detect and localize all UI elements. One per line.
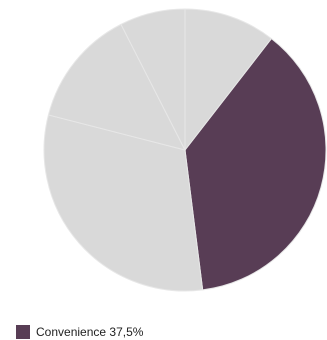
legend-series-name: Convenience [36, 325, 107, 339]
pie-chart [43, 8, 327, 292]
pie-slice-convenience [184, 37, 327, 291]
pie-slice-2 [43, 114, 204, 292]
legend: Convenience 37,5% [16, 325, 143, 339]
pie-slice-3 [47, 23, 186, 151]
legend-value: 37,5% [109, 325, 144, 339]
legend-swatch [16, 325, 30, 339]
legend-label: Convenience 37,5% [36, 325, 143, 339]
pie-slice-5 [184, 8, 273, 152]
